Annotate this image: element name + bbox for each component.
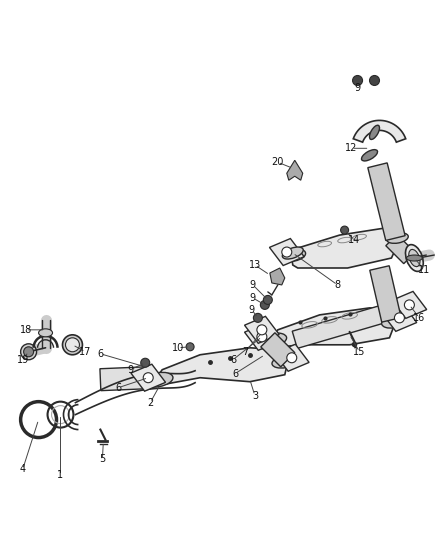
Ellipse shape xyxy=(370,125,379,140)
Text: 9: 9 xyxy=(250,293,256,303)
Text: 16: 16 xyxy=(413,313,425,323)
Text: 9: 9 xyxy=(250,280,256,290)
Polygon shape xyxy=(270,268,285,285)
Polygon shape xyxy=(155,348,288,385)
Ellipse shape xyxy=(259,333,286,346)
Ellipse shape xyxy=(409,249,420,266)
Ellipse shape xyxy=(260,301,269,309)
Text: 14: 14 xyxy=(349,235,361,245)
Text: 6: 6 xyxy=(97,349,103,359)
Ellipse shape xyxy=(361,150,378,161)
Polygon shape xyxy=(244,324,279,350)
Polygon shape xyxy=(275,344,309,372)
Ellipse shape xyxy=(39,329,53,337)
Text: 9: 9 xyxy=(354,84,360,93)
Polygon shape xyxy=(370,266,401,322)
Polygon shape xyxy=(292,228,397,268)
Text: 15: 15 xyxy=(353,347,366,357)
Text: 6: 6 xyxy=(115,383,121,393)
Polygon shape xyxy=(292,298,410,349)
Ellipse shape xyxy=(272,356,297,368)
Circle shape xyxy=(143,373,153,383)
Polygon shape xyxy=(261,333,295,367)
Ellipse shape xyxy=(254,313,262,322)
Text: 18: 18 xyxy=(19,325,32,335)
Text: 9: 9 xyxy=(249,305,255,315)
Ellipse shape xyxy=(66,338,79,352)
Ellipse shape xyxy=(143,373,173,387)
Text: 6: 6 xyxy=(232,369,238,379)
Polygon shape xyxy=(287,160,303,180)
Text: 17: 17 xyxy=(79,347,92,357)
Polygon shape xyxy=(131,364,166,391)
Ellipse shape xyxy=(63,335,82,355)
Circle shape xyxy=(257,332,267,342)
Ellipse shape xyxy=(406,255,422,261)
Polygon shape xyxy=(382,304,417,332)
Ellipse shape xyxy=(341,226,349,234)
Text: 2: 2 xyxy=(147,398,153,408)
Ellipse shape xyxy=(282,249,306,261)
Polygon shape xyxy=(353,120,406,142)
Polygon shape xyxy=(270,308,395,348)
Polygon shape xyxy=(386,235,415,264)
Ellipse shape xyxy=(381,316,405,328)
Polygon shape xyxy=(269,239,304,265)
Ellipse shape xyxy=(283,247,303,259)
Ellipse shape xyxy=(263,295,272,304)
Text: 8: 8 xyxy=(335,280,341,290)
Ellipse shape xyxy=(21,344,37,360)
Text: 10: 10 xyxy=(172,343,184,353)
Ellipse shape xyxy=(370,76,379,85)
Text: 6: 6 xyxy=(230,355,236,365)
Text: 5: 5 xyxy=(99,455,106,464)
Text: 19: 19 xyxy=(17,355,29,365)
Ellipse shape xyxy=(186,343,194,351)
Text: 12: 12 xyxy=(346,143,358,154)
Circle shape xyxy=(395,313,404,323)
Text: 4: 4 xyxy=(20,464,26,474)
Ellipse shape xyxy=(141,358,150,367)
Polygon shape xyxy=(368,163,405,240)
Circle shape xyxy=(257,325,267,335)
Text: 1: 1 xyxy=(57,471,64,480)
Circle shape xyxy=(287,353,297,363)
Polygon shape xyxy=(392,292,427,318)
Text: 3: 3 xyxy=(252,391,258,401)
Text: 20: 20 xyxy=(272,157,284,167)
Ellipse shape xyxy=(24,347,34,357)
Text: 9: 9 xyxy=(127,365,133,375)
Text: 13: 13 xyxy=(249,260,261,270)
Ellipse shape xyxy=(387,233,408,244)
Text: 7: 7 xyxy=(242,347,248,357)
Ellipse shape xyxy=(353,76,363,85)
Text: 11: 11 xyxy=(418,265,431,275)
Ellipse shape xyxy=(406,245,423,271)
Polygon shape xyxy=(244,317,279,343)
Polygon shape xyxy=(100,367,148,391)
Circle shape xyxy=(282,247,292,257)
Circle shape xyxy=(404,300,414,310)
